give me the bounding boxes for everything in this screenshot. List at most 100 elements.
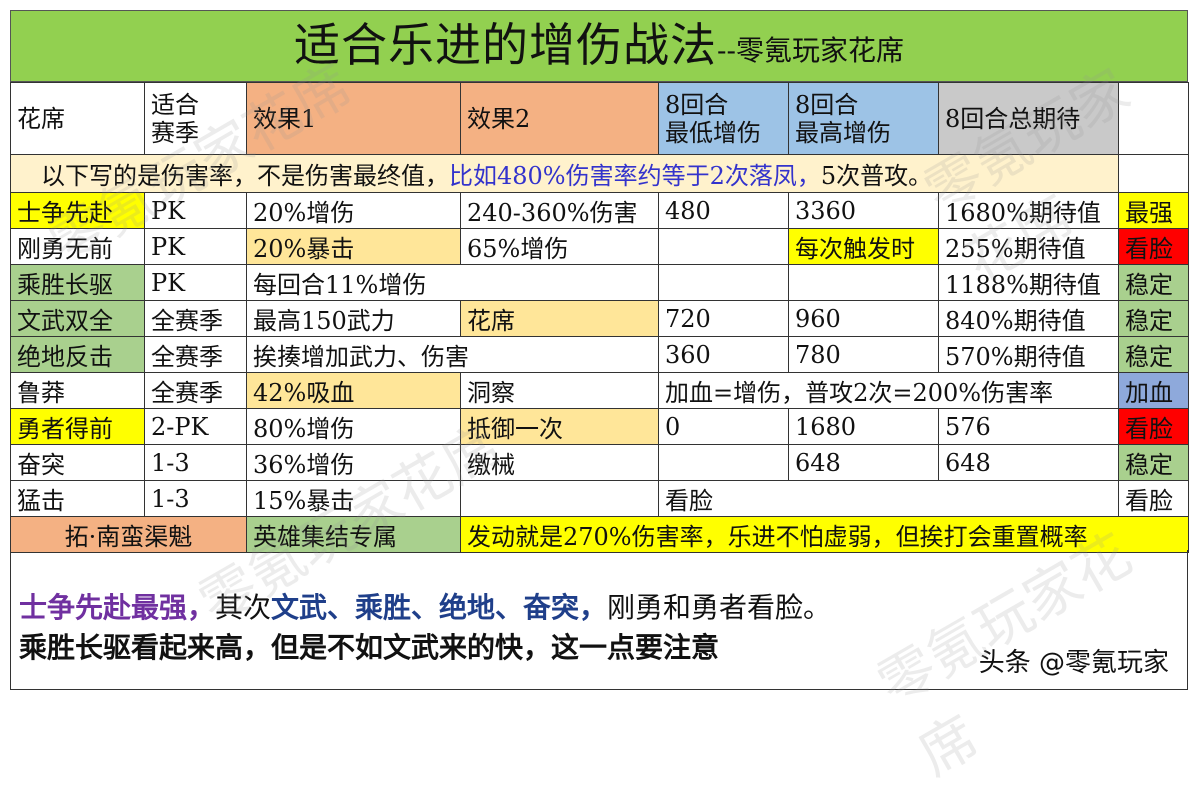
special-season: 英雄集结专属 xyxy=(246,516,461,553)
table-row: 刚勇无前 PK 20%暴击 65%增伤 每次触发时 255%期待值 看脸 xyxy=(10,228,1189,265)
special-name: 拓·南蛮渠魁 xyxy=(10,516,247,553)
note-black: 以下写的是伤害率，不是伤害最终值， xyxy=(41,162,449,190)
special-desc: 发动就是270%伤害率，乐进不怕虚弱，但挨打会重置概率 xyxy=(460,516,1189,553)
effect1-cell: 每回合11%增伤 xyxy=(246,264,659,301)
tactic-name: 士争先赴 xyxy=(10,192,145,229)
table-row: 鲁莽 全赛季 42%吸血 洞察 加血=增伤，普攻2次=200%伤害率 加血 xyxy=(10,372,1189,409)
verdict-cell: 稳定 xyxy=(1118,444,1189,481)
min-cell: 360 xyxy=(658,336,789,373)
max-cell: 780 xyxy=(788,336,939,373)
max-cell: 960 xyxy=(788,300,939,337)
summary-best: 士争先赴最强， xyxy=(19,591,216,624)
effect1-cell: 20%增伤 xyxy=(246,192,461,229)
season-cell: 2-PK xyxy=(144,408,247,445)
effect1-cell: 15%暴击 xyxy=(246,480,461,517)
effect2-cell: 缴械 xyxy=(460,444,659,481)
title-main: 适合乐进的增伤战法 xyxy=(294,18,718,72)
max-cell xyxy=(788,264,939,301)
page-title: 适合乐进的增伤战法 --零氪玩家花席 xyxy=(10,10,1188,82)
effect2-cell: 洞察 xyxy=(460,372,659,409)
expect-cell: 255%期待值 xyxy=(938,228,1119,265)
verdict-cell: 加血 xyxy=(1118,372,1189,409)
verdict-cell: 最强 xyxy=(1118,192,1189,229)
season-cell: 全赛季 xyxy=(144,336,247,373)
max-cell: 1680 xyxy=(788,408,939,445)
effect2-cell: 花席 xyxy=(460,300,659,337)
note-empty xyxy=(1118,154,1189,193)
summary-mid: 其次 xyxy=(215,591,272,624)
season-cell: PK xyxy=(144,192,247,229)
min-cell xyxy=(658,264,789,301)
min-cell xyxy=(658,228,789,265)
header-row: 花席 适合 赛季 效果1 效果2 8回合 最低增伤 8回合 最高增伤 8回合总期… xyxy=(10,82,1189,155)
header-cell: 花席 xyxy=(10,82,145,155)
note-cell: 以下写的是伤害率，不是伤害最终值，比如480%伤害率约等于2次落凤，5次普攻。 xyxy=(10,154,1119,193)
tactic-name: 乘胜长驱 xyxy=(10,264,145,301)
tactic-name: 文武双全 xyxy=(10,300,145,337)
table-row: 文武双全 全赛季 最高150武力 花席 720 960 840%期待值 稳定 xyxy=(10,300,1189,337)
expect-cell: 840%期待值 xyxy=(938,300,1119,337)
verdict-cell: 稳定 xyxy=(1118,336,1189,373)
expect-cell: 1188%期待值 xyxy=(938,264,1119,301)
effect2-cell: 抵御一次 xyxy=(460,408,659,445)
effect2-cell: 65%增伤 xyxy=(460,228,659,265)
header-cell: 8回合 最高增伤 xyxy=(788,82,939,155)
min-cell: 720 xyxy=(658,300,789,337)
summary-box: 士争先赴最强，其次文武、乘胜、绝地、奋突，刚勇和勇者看脸。 乘胜长驱看起来高，但… xyxy=(10,550,1188,690)
note-row: 以下写的是伤害率，不是伤害最终值，比如480%伤害率约等于2次落凤，5次普攻。 xyxy=(10,154,1189,193)
verdict-cell: 稳定 xyxy=(1118,300,1189,337)
header-cell xyxy=(1118,82,1189,155)
expect-cell: 570%期待值 xyxy=(938,336,1119,373)
note-blue: 比如480%伤害率约等于2次落凤， xyxy=(449,162,821,190)
effect2-cell xyxy=(460,480,659,517)
season-cell: PK xyxy=(144,228,247,265)
max-cell: 3360 xyxy=(788,192,939,229)
effect2-cell: 240-360%伤害 xyxy=(460,192,659,229)
summary-list: 文武、乘胜、绝地、奋突， xyxy=(271,591,608,624)
season-cell: 1-3 xyxy=(144,444,247,481)
header-cell: 效果1 xyxy=(246,82,461,155)
tactic-name: 猛击 xyxy=(10,480,145,517)
table-row: 绝地反击 全赛季 挨揍增加武力、伤害 360 780 570%期待值 稳定 xyxy=(10,336,1189,373)
expect-cell: 648 xyxy=(938,444,1119,481)
merged-cell: 看脸 xyxy=(658,480,1119,517)
credit-label: 头条 @零氪玩家 xyxy=(978,648,1169,678)
effect1-cell: 42%吸血 xyxy=(246,372,461,409)
summary-tail: 刚勇和勇者看脸。 xyxy=(607,591,832,624)
table-row: 猛击 1-3 15%暴击 看脸 看脸 xyxy=(10,480,1189,517)
table-row: 勇者得前 2-PK 80%增伤 抵御一次 0 1680 576 看脸 xyxy=(10,408,1189,445)
season-cell: 全赛季 xyxy=(144,300,247,337)
verdict-cell: 看脸 xyxy=(1118,408,1189,445)
tactics-table: 花席 适合 赛季 效果1 效果2 8回合 最低增伤 8回合 最高增伤 8回合总期… xyxy=(10,82,1189,553)
note-merged-cell: 加血=增伤，普攻2次=200%伤害率 xyxy=(658,372,1119,409)
verdict-cell: 稳定 xyxy=(1118,264,1189,301)
title-suffix: --零氪玩家花席 xyxy=(717,34,904,67)
tactic-name: 刚勇无前 xyxy=(10,228,145,265)
min-cell: 0 xyxy=(658,408,789,445)
effect1-cell: 80%增伤 xyxy=(246,408,461,445)
season-cell: 1-3 xyxy=(144,480,247,517)
header-cell: 8回合 最低增伤 xyxy=(658,82,789,155)
tactic-name: 奋突 xyxy=(10,444,145,481)
season-cell: PK xyxy=(144,264,247,301)
table-row: 奋突 1-3 36%增伤 缴械 648 648 稳定 xyxy=(10,444,1189,481)
effect1-cell: 最高150武力 xyxy=(246,300,461,337)
max-cell: 648 xyxy=(788,444,939,481)
header-cell: 8回合总期待 xyxy=(938,82,1119,155)
note-tail: 5次普攻。 xyxy=(820,162,933,190)
special-row: 拓·南蛮渠魁 英雄集结专属 发动就是270%伤害率，乐进不怕虚弱，但挨打会重置概… xyxy=(10,516,1189,553)
effect1-cell: 20%暴击 xyxy=(246,228,461,265)
max-cell: 每次触发时 xyxy=(788,228,939,265)
verdict-cell: 看脸 xyxy=(1118,480,1189,517)
effect1-cell: 36%增伤 xyxy=(246,444,461,481)
min-cell: 480 xyxy=(658,192,789,229)
table-row: 乘胜长驱 PK 每回合11%增伤 1188%期待值 稳定 xyxy=(10,264,1189,301)
effect1-cell: 挨揍增加武力、伤害 xyxy=(246,336,659,373)
summary-line2: 乘胜长驱看起来高，但是不如文武来的快，这一点要注意 xyxy=(19,631,720,664)
expect-cell: 576 xyxy=(938,408,1119,445)
summary-line1: 士争先赴最强，其次文武、乘胜、绝地、奋突，刚勇和勇者看脸。 xyxy=(19,586,831,626)
tactic-name: 勇者得前 xyxy=(10,408,145,445)
tactic-name: 鲁莽 xyxy=(10,372,145,409)
table-row: 士争先赴 PK 20%增伤 240-360%伤害 480 3360 1680%期… xyxy=(10,192,1189,229)
tactic-name: 绝地反击 xyxy=(10,336,145,373)
